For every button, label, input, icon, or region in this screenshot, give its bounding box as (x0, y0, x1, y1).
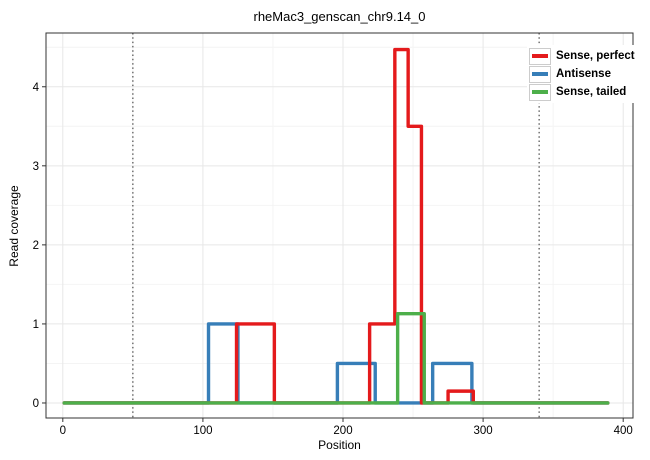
x-tick-label: 400 (614, 425, 633, 437)
legend-item-antisense: Antisense (529, 65, 635, 83)
legend-key-line-icon (532, 72, 548, 76)
y-tick-label: 3 (33, 161, 39, 173)
chart-title: rheMac3_genscan_chr9.14_0 (253, 9, 426, 24)
x-axis-label: Position (318, 438, 361, 452)
series-line-sense-tailed (62, 311, 610, 405)
x-tick-label: 100 (193, 425, 212, 437)
legend-label: Sense, perfect (556, 50, 635, 62)
legend-key-line-icon (532, 54, 548, 58)
x-tick-label: 0 (60, 425, 66, 437)
legend-key-swatch (529, 47, 551, 65)
y-tick-label: 0 (33, 398, 39, 410)
y-tick-label: 4 (33, 82, 40, 94)
x-tick-label: 200 (333, 425, 352, 437)
y-tick-label: 2 (33, 240, 39, 252)
legend-key-swatch (529, 83, 551, 101)
y-tick-label: 1 (33, 319, 39, 331)
legend-label: Sense, tailed (556, 86, 627, 98)
legend-key-swatch (529, 65, 551, 83)
panel-border (45, 32, 634, 419)
legend-item-sense-tailed: Sense, tailed (529, 83, 635, 101)
legend-label: Antisense (556, 68, 611, 80)
legend-key-line-icon (532, 90, 548, 94)
legend: Sense, perfect Antisense Sense, tailed (527, 45, 638, 103)
series-line-antisense (62, 322, 610, 405)
x-tick-label: 300 (474, 425, 493, 437)
series-line-sense-perfect (62, 47, 610, 405)
legend-item-sense-perfect: Sense, perfect (529, 47, 635, 65)
y-axis-label: Read coverage (7, 185, 21, 267)
